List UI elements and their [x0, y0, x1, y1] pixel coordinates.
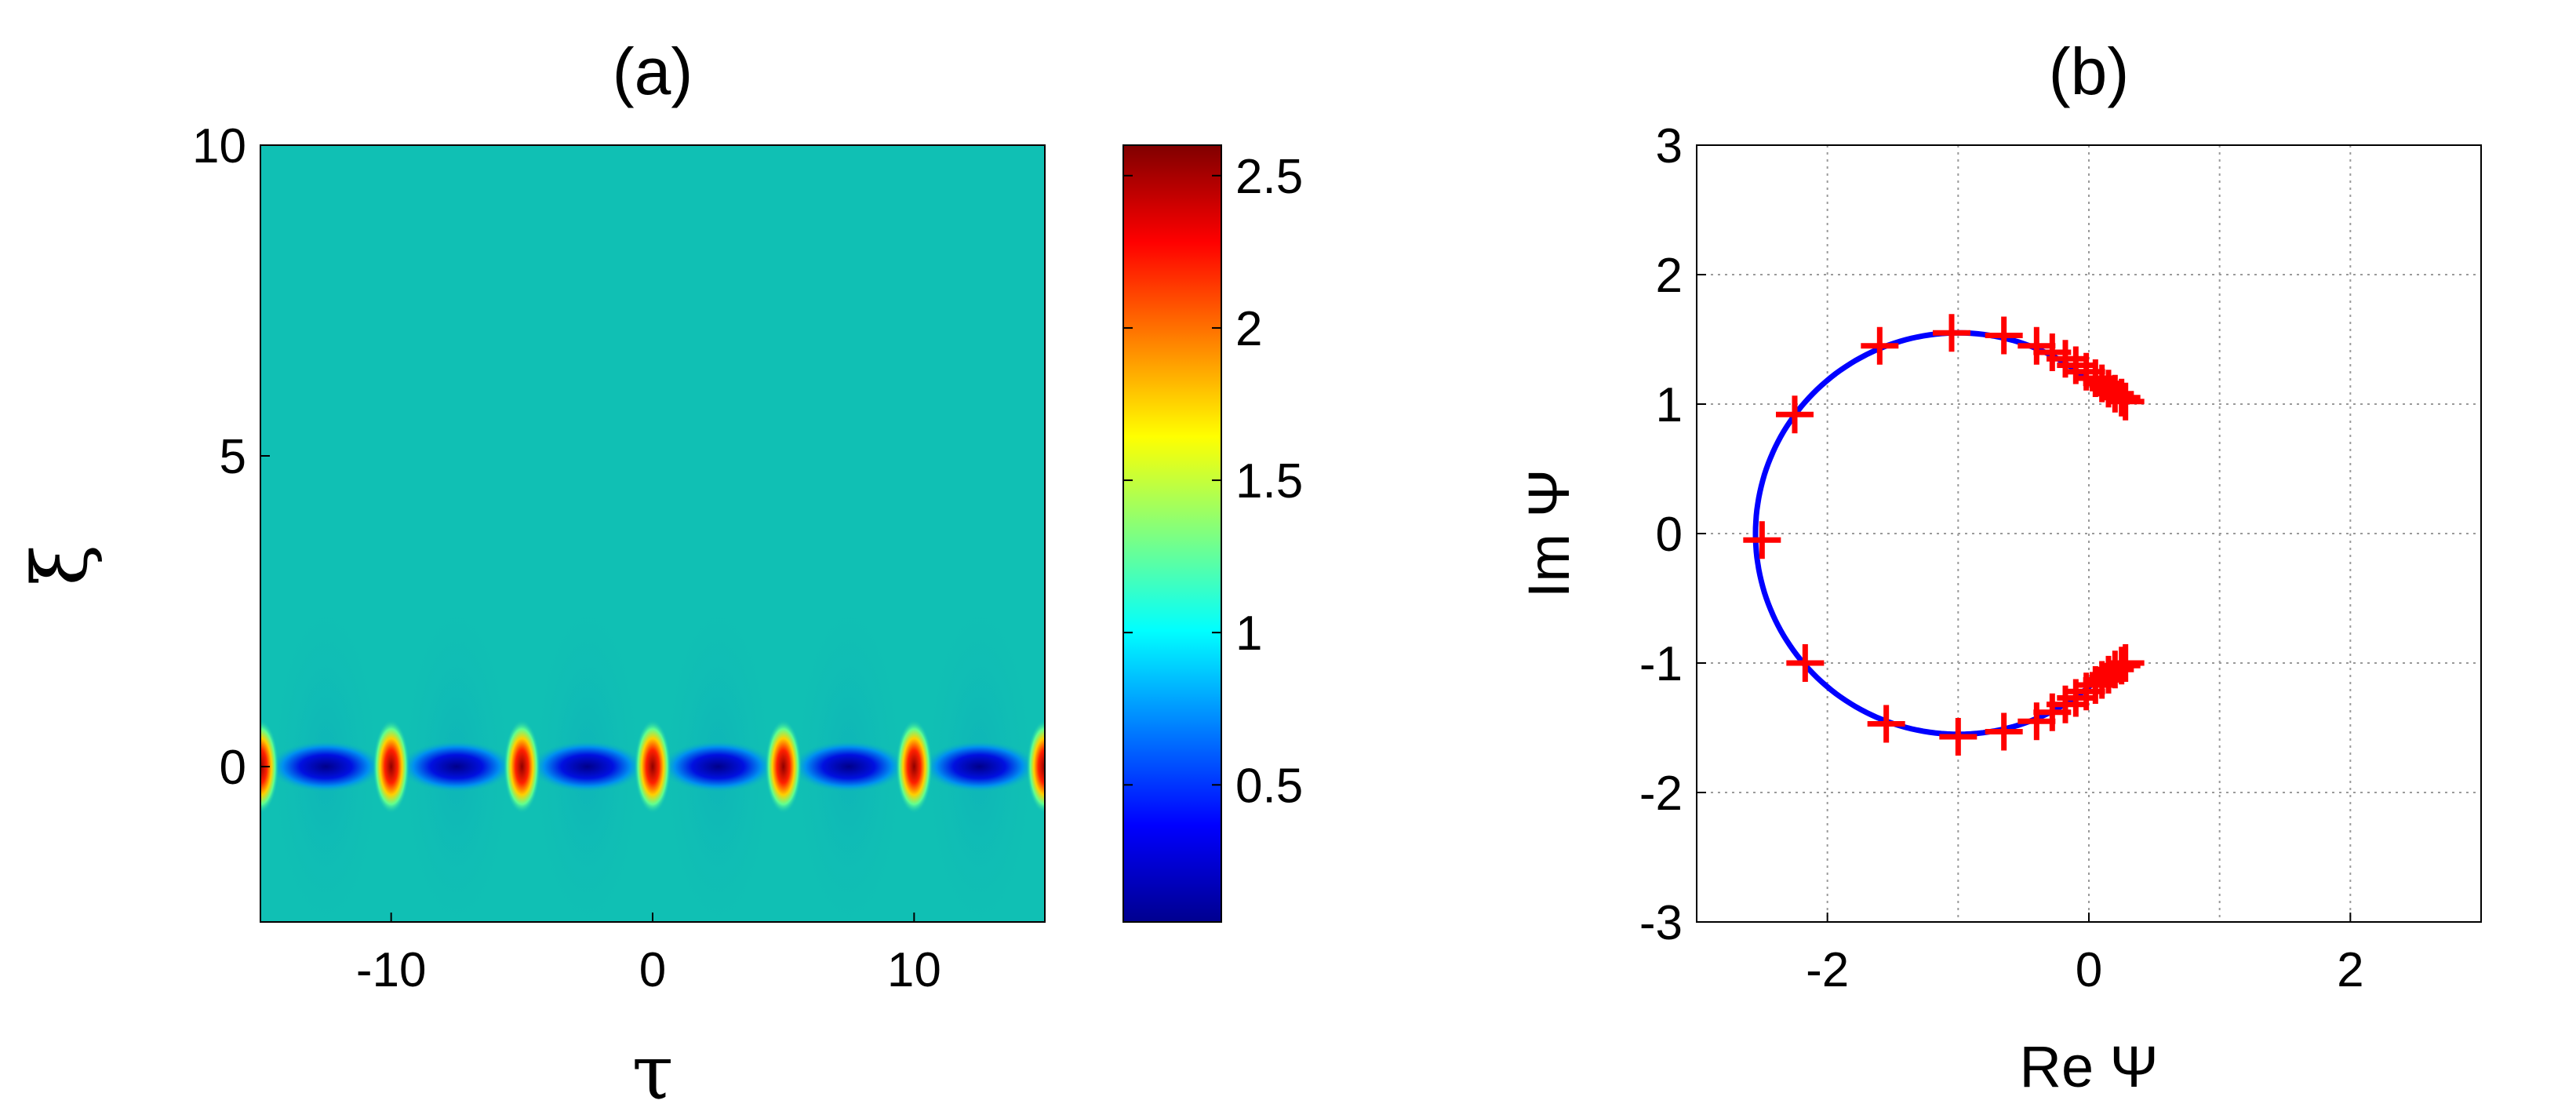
heatmap-peak [1026, 720, 1045, 814]
x-tick-label: -10 [356, 943, 427, 997]
heatmap-peak [896, 720, 933, 814]
heatmap-y-axis-label: ξ [16, 545, 104, 586]
y-tick-label: 10 [192, 119, 246, 173]
panel-a-title: (a) [613, 35, 693, 108]
heatmap-dip [529, 740, 646, 793]
plus-marker [2106, 382, 2145, 421]
y-tick-label: 1 [1656, 378, 1683, 432]
y-tick-label: 5 [220, 430, 246, 484]
colorbar: 0.5 1 1.5 2 2.5 [1122, 144, 1303, 923]
y-tick-label: 0 [1656, 508, 1683, 562]
plus-marker [2018, 702, 2056, 741]
plus-marker [2018, 326, 2056, 365]
grid-lines [1697, 145, 2481, 922]
x-tick-label: 0 [639, 943, 666, 997]
heatmap-peak [634, 720, 671, 814]
x-tick-label: -2 [1806, 943, 1849, 997]
colorbar-tick-label: 1.5 [1235, 454, 1303, 508]
heatmap-peak [373, 720, 409, 814]
heatmap-dip [660, 740, 776, 793]
heatmap-peak [504, 720, 540, 814]
plus-marker [1867, 705, 1905, 743]
y-tick-label: 0 [220, 741, 246, 795]
colorbar-gradient [1122, 144, 1222, 923]
heatmap-dip [791, 740, 907, 793]
x-tick-label: 10 [887, 943, 941, 997]
plus-marker [1776, 395, 1814, 434]
plus-marker [1985, 712, 2023, 751]
heatmap-dip [398, 740, 515, 793]
heatmap-field [260, 145, 1045, 922]
heatmap-x-axis-label: τ [631, 1029, 673, 1104]
heatmap-dip [922, 740, 1037, 793]
panel-b-title: (b) [2049, 35, 2130, 108]
x-tick-label: 2 [2337, 943, 2363, 997]
plus-marker [2102, 378, 2141, 417]
plus-marker [1939, 718, 1977, 756]
colorbar-tick-label: 2 [1235, 302, 1262, 356]
plus-marker [1985, 316, 2023, 355]
plus-marker [1933, 314, 1970, 352]
colorbar-tick-label: 1 [1235, 607, 1262, 661]
y-tick-label: 3 [1656, 119, 1683, 173]
y-tick-label: -2 [1639, 767, 1683, 821]
x-tick-label: 0 [2076, 943, 2102, 997]
y-tick-label: 2 [1656, 249, 1683, 303]
complex-plane-panel: (b) -2 0 2 -3 -2 -1 0 1 2 3 Re Ψ Im Ψ [1516, 35, 2482, 1099]
plus-marker [1786, 644, 1825, 682]
y-tick-label: -1 [1639, 637, 1683, 691]
complex-plane-x-axis-label: Re Ψ [2020, 1034, 2159, 1099]
heatmap-dip [268, 740, 384, 793]
plus-marker [2106, 644, 2145, 682]
marker-series [1743, 314, 2145, 756]
complex-plane-y-axis-label: Im Ψ [1516, 469, 1581, 599]
y-tick-label: -3 [1639, 896, 1683, 950]
plus-marker [1861, 326, 1899, 365]
heatmap-panel: (a) -10 0 10 0 5 10 τ ξ [16, 35, 1046, 1104]
colorbar-tick-label: 2.5 [1235, 150, 1303, 204]
heatmap-peak [765, 720, 802, 814]
plus-marker [1743, 521, 1781, 559]
colorbar-tick-label: 0.5 [1235, 759, 1303, 813]
